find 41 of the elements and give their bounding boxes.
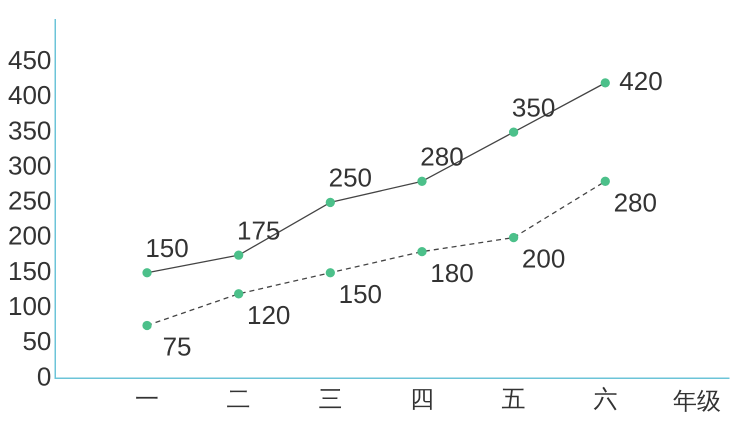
x-axis-title: 年级: [672, 388, 721, 415]
x-tick-label: 六: [593, 386, 618, 414]
x-tick-label: 三: [318, 386, 342, 414]
y-tick-label: 300: [8, 150, 52, 180]
point: [600, 78, 610, 88]
data-label: 150: [338, 278, 382, 309]
data-label: 250: [328, 162, 372, 193]
x-tick-label: 二: [226, 386, 251, 414]
data-label: 180: [430, 258, 474, 288]
data-label: 280: [614, 187, 657, 218]
x-tick-label: 五: [502, 386, 526, 414]
point: [508, 232, 518, 242]
y-tick-label: 350: [8, 115, 52, 146]
y-tick-label: 200: [8, 220, 52, 251]
data-label: 420: [619, 66, 663, 96]
x-tick-label: 四: [410, 386, 434, 414]
point: [234, 289, 244, 298]
point: [417, 246, 427, 256]
data-label: 200: [522, 244, 566, 274]
y-tick-label: 250: [8, 186, 52, 216]
data-label: 280: [420, 141, 464, 172]
point: [417, 176, 427, 186]
point: [326, 268, 335, 278]
point: [326, 198, 335, 208]
y-tick-label: 400: [8, 80, 52, 110]
data-label: 120: [246, 300, 290, 330]
point: [508, 127, 518, 137]
data-label: 150: [145, 232, 189, 263]
y-tick-label: 150: [8, 256, 52, 286]
y-tick-label: 450: [8, 44, 52, 75]
point: [142, 268, 152, 278]
point: [600, 176, 610, 186]
data-label: 175: [236, 215, 280, 246]
y-tick-label: 100: [8, 291, 52, 322]
data-label: 350: [512, 92, 556, 122]
y-tick-label: 50: [22, 326, 52, 356]
data-label: 75: [162, 332, 192, 362]
y-tick-label: 0: [36, 361, 52, 392]
x-tick-label: 一: [135, 386, 160, 414]
point: [142, 320, 152, 330]
point: [234, 250, 244, 260]
